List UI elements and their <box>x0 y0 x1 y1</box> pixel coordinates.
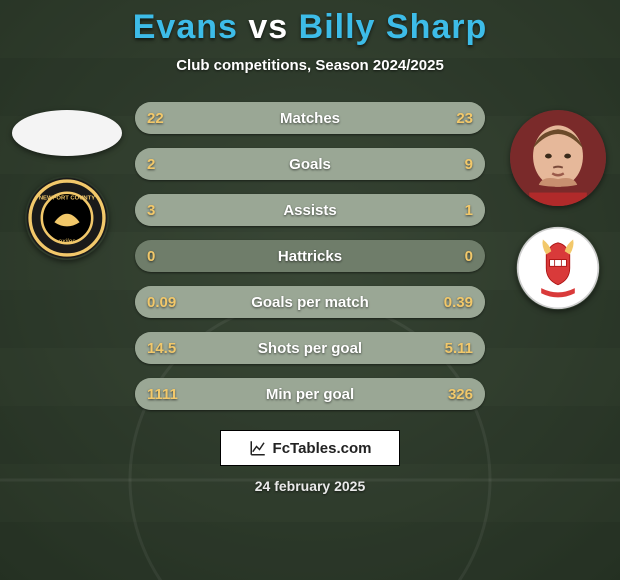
title-left-player: Evans <box>133 8 238 46</box>
chart-icon <box>249 439 267 457</box>
brand-text: FcTables.com <box>273 440 372 457</box>
footer-date: 24 february 2025 <box>255 478 366 494</box>
stat-row: 0.090.39Goals per match <box>135 286 485 318</box>
stat-label: Shots per goal <box>135 332 485 364</box>
comparison-title: Evans vs Billy Sharp <box>133 8 488 47</box>
left-club-badge: NEWPORT COUNTY exiles <box>25 176 109 260</box>
stat-row: 14.55.11Shots per goal <box>135 332 485 364</box>
svg-text:exiles: exiles <box>58 238 76 245</box>
title-right-player: Billy Sharp <box>299 8 488 46</box>
right-player-column <box>510 110 606 310</box>
right-club-badge <box>516 226 600 310</box>
left-player-avatar <box>12 110 122 156</box>
stat-row: 1111326Min per goal <box>135 378 485 410</box>
right-player-avatar <box>510 110 606 206</box>
stat-label: Assists <box>135 194 485 226</box>
stat-row: 29Goals <box>135 148 485 180</box>
stat-row: 31Assists <box>135 194 485 226</box>
stat-label: Goals <box>135 148 485 180</box>
stat-label: Hattricks <box>135 240 485 272</box>
brand-badge: FcTables.com <box>220 430 400 466</box>
stat-row: 00Hattricks <box>135 240 485 272</box>
svg-text:NEWPORT COUNTY: NEWPORT COUNTY <box>39 196 95 202</box>
stat-label: Min per goal <box>135 378 485 410</box>
stat-rows: 2223Matches 29Goals 31Assists 00Hattricks 0.… <box>135 102 485 410</box>
title-vs: vs <box>238 8 299 46</box>
stat-label: Goals per match <box>135 286 485 318</box>
stat-row: 2223Matches <box>135 102 485 134</box>
left-player-column: NEWPORT COUNTY exiles <box>12 110 122 260</box>
stat-label: Matches <box>135 102 485 134</box>
subtitle: Club competitions, Season 2024/2025 <box>176 57 444 74</box>
